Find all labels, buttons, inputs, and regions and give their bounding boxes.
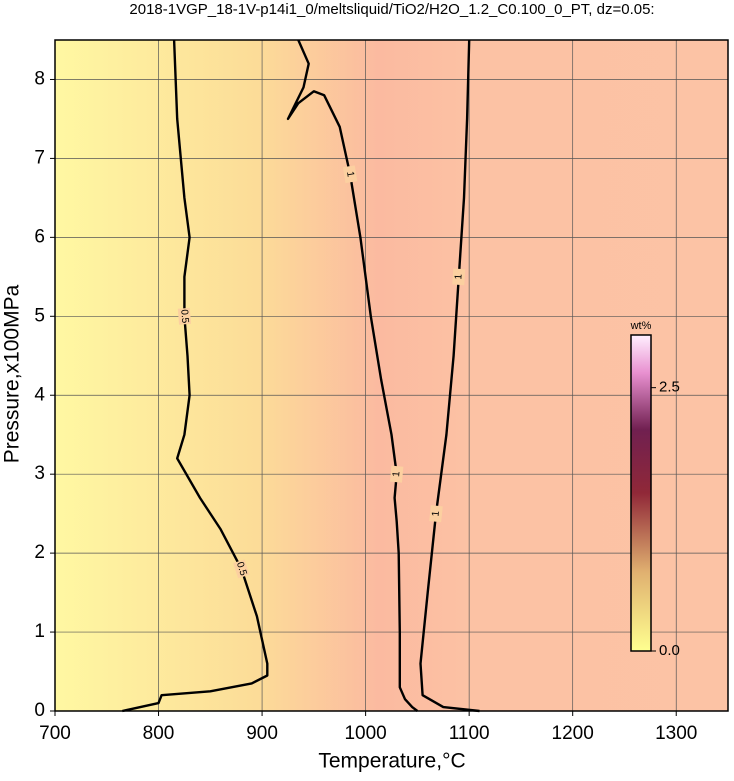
y-tick-label: 8 bbox=[34, 68, 45, 89]
x-axis-label: Temperature,°C bbox=[318, 750, 465, 773]
contour-label-bg bbox=[452, 268, 466, 286]
contour-label: 0.5 bbox=[178, 309, 190, 324]
plot-frame bbox=[54, 39, 729, 712]
x-tick-label: 800 bbox=[143, 723, 175, 744]
contour-label: 1 bbox=[430, 510, 442, 517]
y-tick-label: 5 bbox=[34, 305, 45, 326]
y-tick-label: 3 bbox=[34, 463, 45, 484]
x-tick-label: 1000 bbox=[344, 723, 386, 744]
contour-label-bg bbox=[342, 165, 358, 184]
contour-label: 0.5 bbox=[234, 561, 249, 578]
y-tick-label: 6 bbox=[34, 226, 45, 247]
y-tick-label: 2 bbox=[34, 542, 45, 563]
colorbar-tick-label: 2.5 bbox=[659, 379, 680, 396]
y-tick-label: 0 bbox=[34, 700, 45, 721]
contour-label: 1 bbox=[453, 273, 464, 280]
colorbar-tick-label: 0.0 bbox=[659, 642, 680, 659]
contour-label-bg bbox=[390, 465, 404, 483]
y-tick-label: 7 bbox=[34, 147, 45, 168]
contour-line bbox=[122, 39, 269, 713]
x-tick-label: 700 bbox=[39, 723, 71, 744]
x-tick-label: 1100 bbox=[449, 723, 490, 744]
contour-label: 1 bbox=[391, 471, 402, 478]
y-axis-label: Pressure,x100MPa bbox=[1, 284, 24, 463]
plot-background bbox=[55, 40, 728, 711]
colorbar-label: wt% bbox=[630, 320, 652, 332]
contour-line bbox=[286, 39, 419, 712]
contour-label: 1 bbox=[344, 171, 356, 179]
y-tick-label: 1 bbox=[34, 621, 45, 642]
contour-label-bg bbox=[177, 307, 192, 325]
x-tick-label: 1200 bbox=[552, 723, 594, 744]
contour-label-bg bbox=[429, 505, 443, 523]
x-tick-label: 1300 bbox=[655, 723, 697, 744]
x-tick-label: 900 bbox=[246, 723, 278, 744]
y-tick-label: 4 bbox=[34, 384, 45, 405]
colorbar bbox=[630, 334, 652, 652]
contour-line bbox=[419, 39, 480, 713]
contour-label-bg bbox=[233, 559, 250, 579]
chart-title: 2018-1VGP_18-1V-p14i1_0/meltsliquid/TiO2… bbox=[129, 1, 654, 18]
